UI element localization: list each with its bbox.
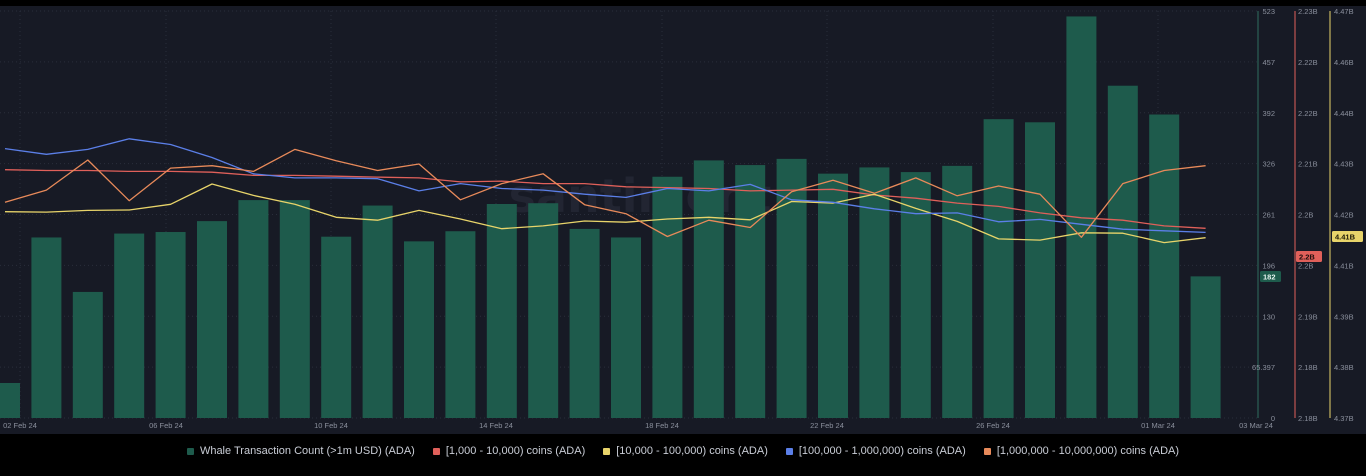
legend-swatch-coins-10k [603, 447, 611, 455]
whale-count-bar [445, 231, 476, 418]
whale-count-bar [321, 236, 352, 418]
legend-item-coins-100k[interactable]: [100,000 - 1,000,000) coins (ADA) [785, 445, 966, 457]
whale-count-bar [735, 165, 766, 418]
y-tick-label: 2.2B [1298, 261, 1313, 270]
legend-item-whale[interactable]: Whale Transaction Count (>1m USD) (ADA) [186, 445, 415, 457]
y-tick-label: 2.19B [1298, 312, 1318, 321]
legend-label-coins-1k: [1,000 - 10,000) coins (ADA) [445, 445, 586, 457]
line-coins-10k [4, 183, 1206, 244]
whale-count-bar [859, 167, 890, 418]
whale-count-bar [611, 237, 641, 418]
whale-count-bar [818, 173, 848, 418]
legend-swatch-coins-100k [785, 447, 793, 455]
legend-item-coins-1m[interactable]: [1,000,000 - 10,000,000) coins (ADA) [983, 445, 1180, 457]
x-tick-label: 22 Feb 24 [810, 421, 844, 430]
whale-count-bar [569, 228, 600, 418]
whale-count-bar [1149, 114, 1180, 419]
whale-count-bar [362, 205, 393, 418]
badge-coins-10k: 4.41B [1332, 231, 1363, 242]
whale-count-bar [942, 165, 973, 418]
x-tick-label: 03 Mar 24 [1239, 421, 1273, 430]
whale-count-bar [528, 203, 559, 418]
legend-swatch-coins-1m [983, 447, 991, 455]
badge-coins-10k-text: 4.41B [1335, 233, 1356, 242]
y-tick-label: 2.2B [1298, 211, 1313, 220]
y-tick-label: 2.22B [1298, 109, 1318, 118]
badge-coins-10k-bg [1332, 231, 1363, 242]
badge-coins-1k: 2.2B [1296, 251, 1322, 262]
y-tick-label: 4.38B [1334, 363, 1354, 372]
y-tick-label: 4.41B [1334, 261, 1354, 270]
y-tick-label: 4.46B [1334, 58, 1354, 67]
whale-count-bar [0, 382, 20, 418]
whale-count-bar [776, 158, 807, 418]
whale-count-bar [1190, 276, 1221, 418]
badge-whale-count-bg [1260, 271, 1281, 282]
line-coins-100k [4, 138, 1206, 234]
badge-coins-1k-bg [1296, 251, 1322, 262]
y-tick-label: 523 [1262, 7, 1275, 16]
y-tick-label: 196 [1262, 261, 1275, 270]
x-tick-label: 01 Mar 24 [1141, 421, 1175, 430]
legend-swatch-whale [186, 447, 194, 455]
legend-label-coins-1m: [1,000,000 - 10,000,000) coins (ADA) [996, 445, 1180, 457]
badge-whale-count: 182 [1260, 271, 1281, 282]
whale-count-bar [652, 176, 683, 418]
whale-count-bar [404, 241, 434, 418]
line-coins-1k [4, 169, 1206, 229]
whale-count-bar [114, 233, 145, 418]
x-tick-label: 14 Feb 24 [479, 421, 513, 430]
line-coins-1m [4, 148, 1206, 238]
x-tick-label: 26 Feb 24 [976, 421, 1010, 430]
y-tick-label: 4.44B [1334, 109, 1354, 118]
whale-count-bar [279, 200, 310, 418]
y-tick-label: 392 [1262, 109, 1275, 118]
whale-count-bar [486, 203, 517, 418]
y-tick-label: 0 [1271, 414, 1275, 423]
legend-label-whale: Whale Transaction Count (>1m USD) (ADA) [199, 445, 415, 457]
badge-whale-count-text: 182 [1263, 273, 1276, 282]
legend-item-coins-10k[interactable]: [10,000 - 100,000) coins (ADA) [603, 445, 768, 457]
x-tick-label: 18 Feb 24 [645, 421, 679, 430]
y-tick-label: 4.39B [1334, 312, 1354, 321]
y-tick-label: 4.42B [1334, 211, 1354, 220]
y-tick-label: 2.18B [1298, 414, 1318, 423]
chart-svg: santiment52345739232626119613065.39702.2… [0, 6, 1366, 434]
y-tick-label: 2.22B [1298, 58, 1318, 67]
whale-count-bar [197, 221, 227, 418]
legend: Whale Transaction Count (>1m USD) (ADA) … [0, 440, 1366, 462]
y-tick-label: 130 [1262, 312, 1275, 321]
y-tick-label: 65.397 [1252, 363, 1275, 372]
y-tick-label: 4.37B [1334, 414, 1354, 423]
whale-count-bar [1107, 85, 1138, 418]
whale-count-bar [72, 291, 103, 418]
whale-count-bar [155, 232, 186, 418]
x-tick-label: 02 Feb 24 [3, 421, 37, 430]
whale-count-bar [31, 237, 62, 418]
whale-count-bar [693, 160, 724, 418]
whale-count-bar [238, 200, 269, 418]
y-tick-label: 2.18B [1298, 363, 1318, 372]
y-tick-label: 326 [1262, 160, 1275, 169]
y-tick-label: 4.43B [1334, 160, 1354, 169]
y-tick-label: 2.23B [1298, 7, 1318, 16]
plot-background [0, 6, 1366, 434]
legend-label-coins-10k: [10,000 - 100,000) coins (ADA) [616, 445, 768, 457]
y-tick-label: 261 [1262, 211, 1275, 220]
x-tick-label: 06 Feb 24 [149, 421, 183, 430]
y-tick-label: 457 [1262, 58, 1275, 67]
y-tick-label: 4.47B [1334, 7, 1354, 16]
badge-coins-1k-text: 2.2B [1299, 253, 1315, 262]
x-tick-label: 10 Feb 24 [314, 421, 348, 430]
whale-count-bar [1025, 122, 1055, 418]
y-tick-label: 2.21B [1298, 160, 1318, 169]
legend-swatch-coins-1k [432, 447, 440, 455]
whale-count-bar [983, 119, 1014, 419]
legend-item-coins-1k[interactable]: [1,000 - 10,000) coins (ADA) [432, 445, 586, 457]
bar-series [0, 16, 1221, 419]
legend-label-coins-100k: [100,000 - 1,000,000) coins (ADA) [798, 445, 966, 457]
